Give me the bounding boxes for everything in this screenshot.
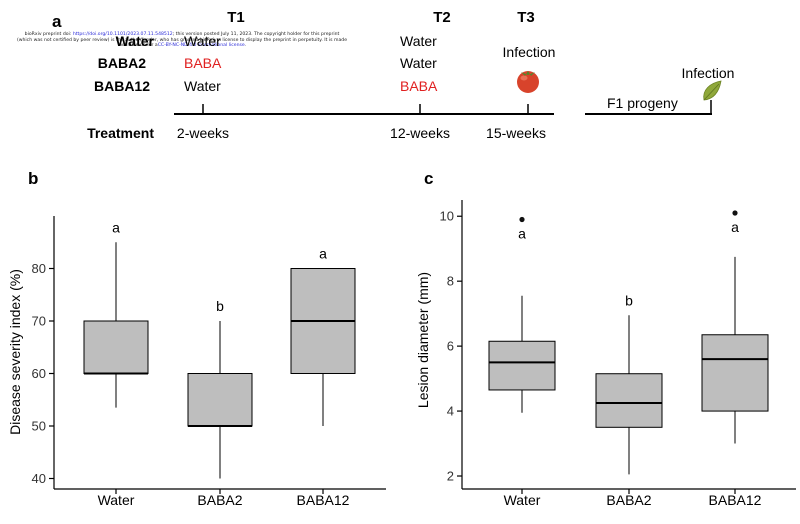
row-name-baba2: BABA2 [98, 55, 146, 71]
panel-c-label: c [424, 169, 433, 188]
b-box-baba2 [187, 373, 253, 427]
c-y-axis-label: Lesion diameter (mm) [415, 272, 431, 408]
c-x-tick-label-baba2: BABA2 [606, 492, 651, 508]
c-significance-letter-baba12: a [731, 219, 739, 235]
c-outlier-baba12-0 [732, 210, 738, 216]
c-box-water [488, 340, 556, 391]
preprint-line-1: bioRxiv preprint doi: https://doi.org/10… [24, 32, 340, 37]
panel-a-timeline: a T1 T2 T3 Water Water Water BABA2 BABA … [52, 9, 734, 141]
week-label-12: 12-weeks [390, 125, 450, 141]
preprint-line-3: available under aCC-BY-NC-ND 4.0 Interna… [117, 43, 247, 49]
doi-link[interactable]: https://doi.org/10.1101/2023.07.11.54851… [72, 32, 173, 37]
c-box-baba2 [595, 373, 663, 428]
b-y-tick-label-70: 70 [32, 314, 46, 329]
infection-label: Infection [503, 44, 556, 60]
preprint-line-2: (which was not certified by peer review)… [16, 37, 348, 43]
c-significance-letter-baba2: b [625, 292, 633, 308]
c-box-baba12 [701, 334, 769, 412]
c-y-tick-label-4: 4 [447, 404, 454, 419]
b-x-tick-label-water: Water [98, 492, 135, 508]
row-water-t2: Water [400, 33, 437, 49]
b-y-axis-label: Disease severity index (%) [7, 269, 23, 435]
b-y-tick-label-50: 50 [32, 419, 46, 434]
b-x-tick-label-baba2: BABA2 [197, 492, 242, 508]
chart-b-disease-severity: Disease severity index (%) 40 50 60 70 80 a Wa… [7, 216, 386, 508]
b-y-tick-label-80: 80 [32, 261, 46, 276]
tomato-icon [517, 71, 539, 93]
b-significance-letter-baba12: a [319, 246, 327, 262]
b-y-tick-label-60: 60 [32, 366, 46, 381]
chart-c-lesion-diameter: Lesion diameter (mm) 2 4 6 8 10 a Water b BABA2 a… [415, 200, 796, 508]
c-y-tick-label-6: 6 [447, 339, 454, 354]
row-baba2-t1: BABA [184, 55, 222, 71]
row-baba12-t1: Water [184, 78, 221, 94]
row-name-water: Water [116, 33, 155, 49]
c-x-tick-label-baba12: BABA12 [709, 492, 762, 508]
c-y-tick-label-8: 8 [447, 274, 454, 289]
c-y-tick-label-10: 10 [440, 209, 454, 224]
c-significance-letter-water: a [518, 225, 526, 241]
c-x-tick-label-water: Water [504, 492, 541, 508]
t3-label: T3 [517, 9, 535, 26]
row-water-t1: Water [184, 33, 221, 49]
week-label-15: 15-weeks [486, 125, 546, 141]
row-baba12-t2: BABA [400, 78, 438, 94]
b-box-water [83, 320, 149, 374]
c-marks: 2 4 6 8 10 a Water b BABA2 a BABA12 [440, 209, 769, 508]
week-label-2: 2-weeks [177, 125, 229, 141]
b-x-tick-label-baba12: BABA12 [297, 492, 350, 508]
treatment-label: Treatment [87, 125, 154, 141]
preprint-notice: bioRxiv preprint doi: https://doi.org/10… [2, 32, 362, 49]
panel-b-label: b [28, 169, 38, 188]
license-link[interactable]: CC-BY-NC-ND 4.0 International license [157, 43, 245, 49]
c-y-tick-label-2: 2 [447, 469, 454, 484]
b-significance-letter-baba2: b [216, 298, 224, 314]
leaf-icon [703, 80, 722, 101]
t2-label: T2 [433, 9, 451, 26]
t1-label: T1 [227, 9, 245, 26]
c-outlier-water-0 [519, 216, 525, 223]
b-marks: 40 50 60 70 80 a Water b BABA2 a BABA12 [32, 219, 356, 508]
f1-progeny-label: F1 progeny [607, 95, 678, 111]
b-significance-letter-water: a [112, 219, 120, 235]
row-name-baba12: BABA12 [94, 78, 150, 94]
b-y-tick-label-40: 40 [32, 471, 46, 486]
row-baba2-t2: Water [400, 55, 437, 71]
panel-a-label: a [52, 12, 62, 31]
f1-infection-label: Infection [682, 65, 735, 81]
